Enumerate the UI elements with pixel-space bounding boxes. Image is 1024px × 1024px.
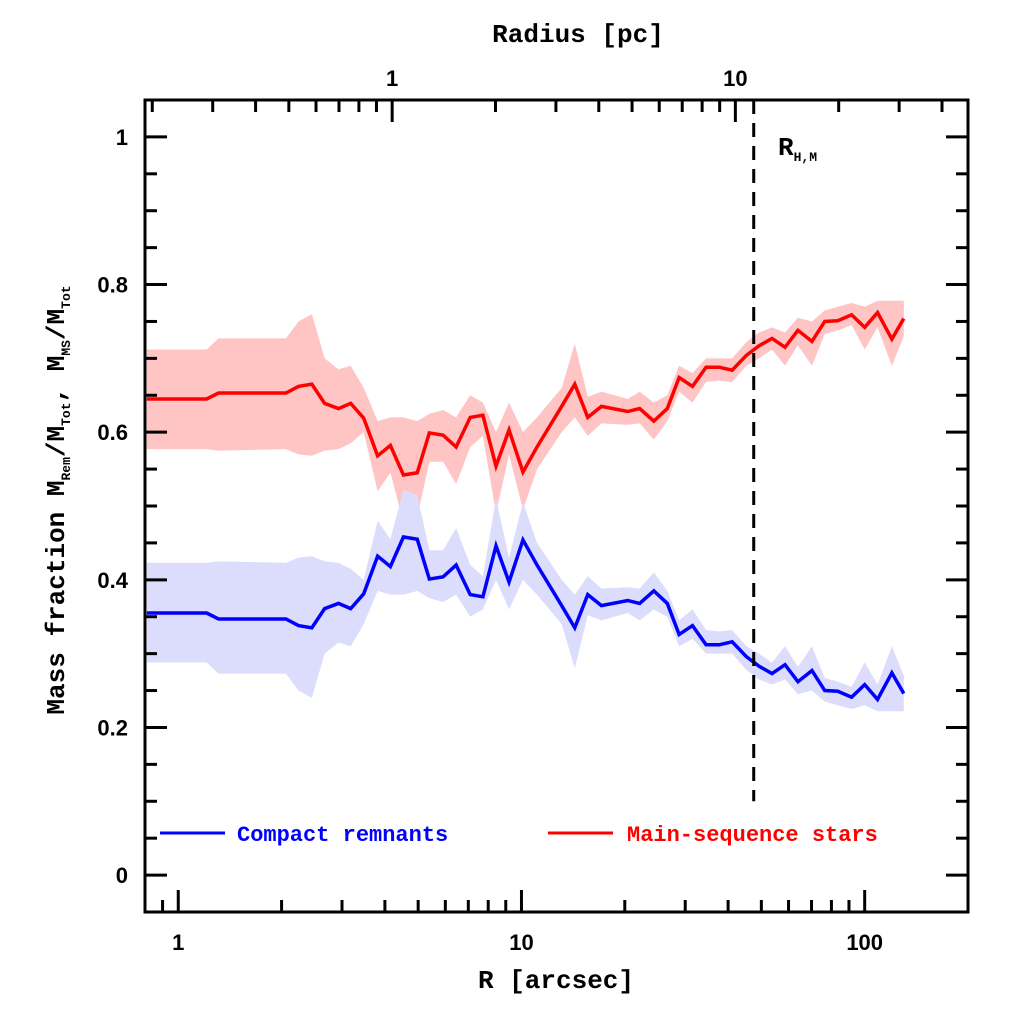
y-tick-label: 0.2	[97, 715, 128, 740]
y-tick-label: 0	[116, 863, 128, 888]
legend-label-main-sequence: Main-sequence stars	[627, 823, 878, 848]
tick-labels: 0 0.2 0.4 0.6 0.8 1 1 10 100 1 10	[97, 66, 883, 955]
x-axis-title: R [arcsec]	[478, 966, 634, 996]
y-tick-label: 0.8	[97, 273, 128, 298]
y-tick-label: 0.4	[97, 568, 128, 593]
legend-label-compact-remnants: Compact remnants	[237, 823, 448, 848]
axis-ticks	[143, 100, 970, 912]
legend: Compact remnants Main-sequence stars	[160, 823, 878, 848]
y-tick-label: 1	[116, 125, 128, 150]
top-tick-label: 1	[386, 66, 398, 91]
top-tick-label: 10	[723, 66, 747, 91]
plot-frame	[143, 98, 970, 914]
error-bands	[146, 300, 904, 712]
y-axis-title: Mass fraction MRem/MTot, MMS/MTot	[42, 285, 74, 714]
x-tick-label: 10	[509, 930, 533, 955]
x-tick-label: 100	[846, 930, 883, 955]
y-tick-label: 0.6	[97, 420, 128, 445]
series-lines	[146, 309, 906, 703]
top-axis-title: Radius [pc]	[492, 20, 664, 50]
error-band-main-sequence	[146, 300, 904, 523]
x-tick-label: 1	[172, 930, 184, 955]
error-band-compact-remnants	[146, 489, 904, 712]
vline-label: RH,M	[778, 133, 817, 165]
